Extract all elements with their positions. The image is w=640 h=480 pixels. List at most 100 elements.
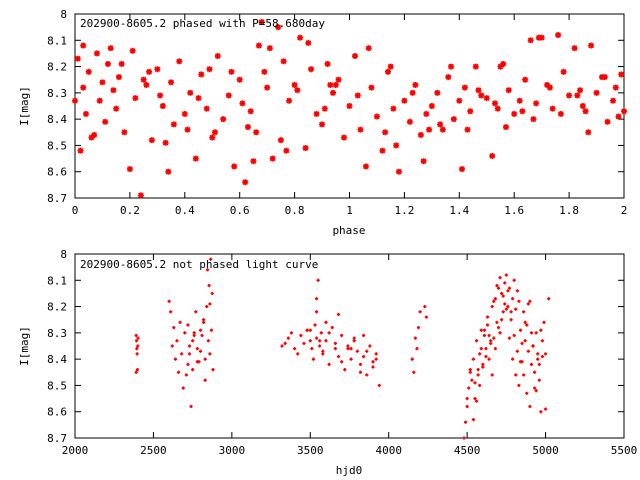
data-point	[406, 118, 413, 125]
data-point	[203, 378, 207, 382]
data-point	[283, 147, 290, 154]
data-point	[220, 116, 227, 123]
data-point	[539, 410, 543, 414]
data-point	[515, 289, 519, 293]
data-point	[162, 139, 169, 146]
data-point	[168, 79, 175, 86]
plot-frame	[74, 253, 625, 439]
data-point	[465, 396, 469, 401]
data-point	[289, 331, 294, 335]
data-point	[535, 34, 542, 41]
data-point	[143, 81, 150, 88]
data-point	[135, 347, 139, 351]
data-point	[417, 131, 424, 138]
y-tick-label: 8.2	[47, 61, 67, 74]
data-point	[382, 129, 389, 136]
data-point	[135, 352, 139, 356]
data-point	[478, 383, 482, 388]
data-point	[355, 349, 359, 353]
data-point	[539, 328, 543, 332]
data-point	[354, 92, 361, 99]
data-point	[280, 58, 287, 65]
data-point	[495, 283, 499, 288]
data-points	[72, 18, 627, 199]
data-point	[507, 286, 512, 290]
data-point	[269, 155, 276, 162]
data-point	[384, 68, 391, 75]
data-point	[532, 386, 537, 390]
data-point	[549, 105, 556, 112]
data-point	[468, 368, 472, 372]
data-point	[501, 310, 505, 314]
x-tick-label: 1.2	[394, 204, 414, 217]
data-point	[186, 362, 190, 366]
data-point	[207, 283, 211, 288]
data-point	[365, 349, 369, 353]
data-point	[418, 310, 422, 314]
data-point	[176, 58, 183, 65]
data-point	[506, 304, 510, 309]
data-point	[560, 68, 567, 75]
data-point	[358, 362, 363, 366]
x-tick-label: 1.8	[559, 204, 579, 217]
x-tick-label: 2000	[62, 444, 89, 457]
data-point	[180, 352, 184, 356]
data-point	[336, 312, 341, 317]
data-point	[478, 352, 482, 356]
data-point	[456, 97, 463, 104]
y-tick-label: 8.6	[47, 406, 67, 419]
y-axis-label: I[mag]	[18, 326, 31, 366]
data-point	[514, 307, 518, 311]
data-point	[498, 331, 502, 335]
y-tick-label: 8.1	[47, 34, 67, 47]
y-tick-label: 8.7	[47, 192, 67, 205]
data-point	[485, 315, 490, 319]
data-point	[475, 87, 482, 94]
data-point	[532, 370, 537, 374]
data-point	[148, 137, 155, 144]
data-point	[327, 81, 334, 88]
data-point	[277, 137, 284, 144]
data-point	[82, 110, 89, 117]
data-point	[482, 333, 486, 338]
data-point	[374, 352, 378, 356]
data-point	[621, 108, 627, 115]
data-point	[184, 126, 191, 133]
data-point	[525, 391, 529, 395]
data-point	[209, 328, 214, 332]
data-point	[250, 158, 257, 165]
data-point	[181, 110, 188, 117]
data-point	[314, 336, 319, 340]
data-point	[485, 323, 490, 327]
data-point	[239, 100, 246, 107]
data-point	[544, 81, 551, 88]
data-point	[506, 289, 510, 293]
data-point	[165, 168, 172, 175]
data-point	[192, 333, 196, 338]
data-point	[80, 84, 87, 91]
data-point	[343, 368, 347, 372]
data-point	[409, 89, 416, 96]
data-point	[416, 326, 421, 330]
data-point	[286, 336, 290, 340]
data-point	[593, 89, 600, 96]
data-point	[413, 336, 417, 340]
data-point	[140, 76, 147, 83]
data-point	[126, 166, 133, 173]
data-point	[210, 291, 214, 296]
x-tick-label: 2500	[140, 444, 167, 457]
data-point	[512, 278, 516, 282]
x-axis-label: phase	[332, 224, 365, 237]
data-point	[313, 110, 320, 117]
y-tick-label: 8.6	[47, 166, 67, 179]
data-point	[528, 404, 532, 409]
x-tick-label: 0.4	[175, 204, 195, 217]
data-point	[472, 63, 479, 70]
data-point	[332, 81, 339, 88]
data-point	[314, 297, 319, 301]
data-point	[198, 328, 203, 332]
data-point	[297, 34, 304, 41]
data-point	[530, 116, 537, 123]
data-point	[310, 347, 314, 351]
